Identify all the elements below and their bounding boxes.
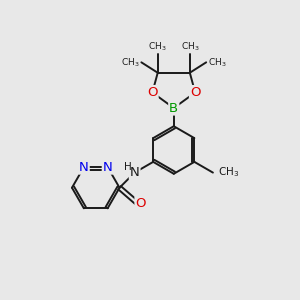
Text: CH$_3$: CH$_3$ xyxy=(121,56,140,69)
Text: CH$_3$: CH$_3$ xyxy=(181,40,199,53)
Text: O: O xyxy=(135,197,146,210)
Text: N: N xyxy=(103,160,112,174)
Text: O: O xyxy=(147,86,158,99)
Text: N: N xyxy=(79,160,89,174)
Text: CH$_3$: CH$_3$ xyxy=(218,166,239,179)
Text: O: O xyxy=(190,86,200,99)
Text: B: B xyxy=(169,101,178,115)
Text: CH$_3$: CH$_3$ xyxy=(208,56,226,69)
Text: N: N xyxy=(130,166,140,179)
Text: CH$_3$: CH$_3$ xyxy=(148,40,167,53)
Text: H: H xyxy=(124,162,132,172)
